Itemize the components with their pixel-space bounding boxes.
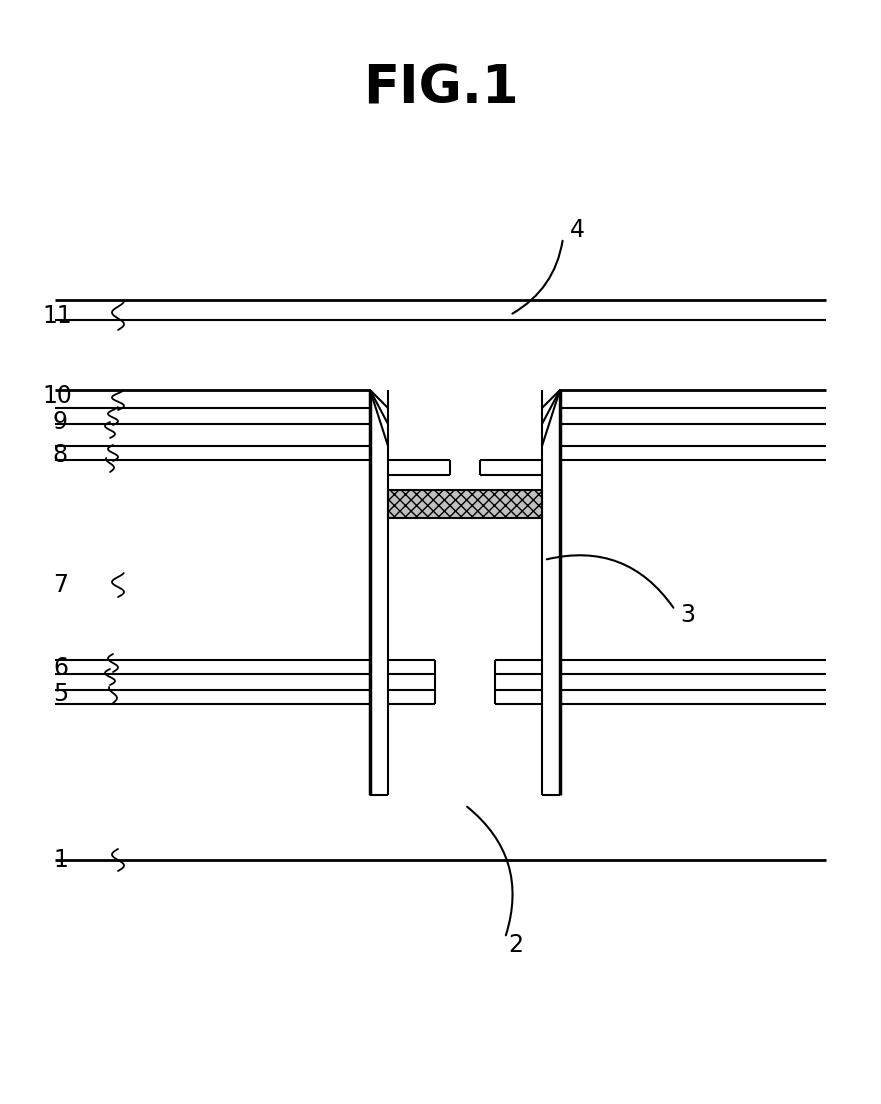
Bar [388, 490, 542, 518]
Text: FIG.1: FIG.1 [363, 62, 519, 114]
Text: 3: 3 [680, 603, 695, 627]
Text: 7: 7 [53, 573, 68, 597]
Text: 2: 2 [508, 933, 523, 957]
Text: 4: 4 [570, 217, 585, 242]
Text: 6: 6 [53, 656, 68, 680]
Text: 1: 1 [53, 848, 68, 872]
Text: 10: 10 [42, 384, 72, 408]
Text: 11: 11 [42, 304, 72, 328]
Text: 9: 9 [53, 410, 68, 434]
Text: 8: 8 [53, 443, 68, 467]
Text: 5: 5 [53, 682, 68, 705]
